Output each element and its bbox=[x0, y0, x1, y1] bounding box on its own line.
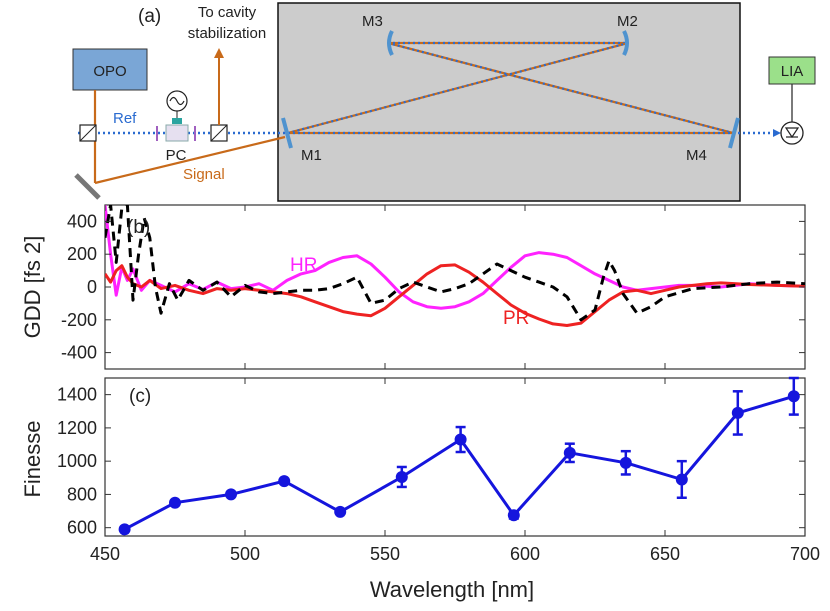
stabilization-arrow bbox=[214, 48, 224, 58]
x-tick-label: 550 bbox=[370, 544, 400, 564]
lia-box bbox=[768, 56, 816, 85]
steering-mirror bbox=[74, 173, 101, 200]
lia-label: LIA bbox=[781, 63, 804, 80]
finesse-point bbox=[563, 446, 576, 459]
finesse-point bbox=[619, 456, 632, 469]
beam-splitter-2 bbox=[210, 124, 228, 142]
stabilization-label-2: stabilization bbox=[188, 25, 266, 42]
finesse-point bbox=[169, 496, 181, 509]
x-tick-label: 450 bbox=[90, 544, 120, 564]
pc-label: PC bbox=[166, 147, 187, 164]
finesse-point bbox=[507, 509, 520, 522]
gdd-series-line-dashed bbox=[105, 205, 805, 322]
mirror-label-m3: M3 bbox=[362, 13, 383, 30]
mirror-label-m1: M1 bbox=[301, 147, 322, 164]
panel-c-finesse-chart: 600 800 1000 1200 1400 450 500 550 600 650 700 (c)… bbox=[20, 376, 820, 602]
panel-c-ylabel: Finesse bbox=[20, 420, 45, 497]
pr-annotation: PR bbox=[503, 308, 529, 329]
x-axis-title: Wavelength [nm] bbox=[370, 577, 534, 602]
mirror-label-m4: M4 bbox=[686, 147, 707, 164]
panel-c-frame bbox=[104, 377, 806, 537]
beam-splitter-1 bbox=[79, 124, 97, 142]
panel-c-ytick-label: 1400 bbox=[57, 385, 97, 405]
x-tick-label: 650 bbox=[650, 544, 680, 564]
finesse-point bbox=[225, 488, 237, 501]
panel-c-ytick-label: 800 bbox=[67, 484, 97, 504]
panel-c-ytick-label: 600 bbox=[67, 518, 97, 538]
panel-b-label: (b) bbox=[127, 217, 150, 238]
panel-b-ylabel: GDD [fs 2] bbox=[20, 236, 45, 339]
panel-c-ytick-label: 1000 bbox=[57, 451, 97, 471]
panel-c-ytick-label: 1200 bbox=[57, 418, 97, 438]
panel-a-label: (a) bbox=[138, 6, 161, 27]
x-tick-label: 700 bbox=[790, 544, 820, 564]
hr-annotation: HR bbox=[290, 255, 317, 276]
oscillator-icon bbox=[166, 90, 188, 118]
mirror-label-m2: M2 bbox=[617, 13, 638, 30]
finesse-point bbox=[278, 475, 291, 488]
finesse-point bbox=[334, 505, 347, 518]
finesse-point bbox=[787, 390, 800, 403]
mirror-m4 bbox=[728, 117, 740, 149]
output-arrow bbox=[773, 129, 781, 137]
panel-a-schematic: (a) M3 M2 M1 M4 OPO bbox=[72, 2, 816, 202]
mirror-m3 bbox=[387, 30, 394, 56]
finesse-point bbox=[675, 473, 688, 486]
finesse-point bbox=[731, 406, 744, 419]
x-tick-label: 600 bbox=[510, 544, 540, 564]
panel-c-label: (c) bbox=[129, 386, 151, 407]
opo-label: OPO bbox=[93, 63, 126, 80]
phase-modulator bbox=[156, 118, 196, 142]
cavity-beams bbox=[287, 41, 734, 135]
panel-b-ytick-label: -200 bbox=[61, 310, 97, 330]
panel-b-gdd-chart: -400 -200 0 200 400 (b) HR PR GDD [fs 2] bbox=[20, 204, 806, 370]
signal-beam bbox=[94, 135, 286, 185]
mirror-m2 bbox=[622, 30, 629, 56]
finesse-point bbox=[395, 470, 408, 483]
photodetector-icon bbox=[780, 84, 804, 145]
ref-label: Ref bbox=[113, 110, 137, 127]
finesse-point bbox=[454, 433, 467, 446]
signal-label: Signal bbox=[183, 166, 225, 183]
mirror-m1 bbox=[281, 117, 293, 149]
x-tick-label: 500 bbox=[230, 544, 260, 564]
cavity-box bbox=[277, 2, 741, 202]
finesse-point bbox=[118, 523, 131, 536]
panel-b-ytick-label: 400 bbox=[67, 211, 97, 231]
panel-b-ytick-label: 0 bbox=[87, 277, 97, 297]
opo-box bbox=[72, 48, 148, 91]
stabilization-label-1: To cavity bbox=[198, 4, 257, 21]
panel-b-ytick-label: 200 bbox=[67, 244, 97, 264]
panel-b-ytick-label: -400 bbox=[61, 343, 97, 363]
